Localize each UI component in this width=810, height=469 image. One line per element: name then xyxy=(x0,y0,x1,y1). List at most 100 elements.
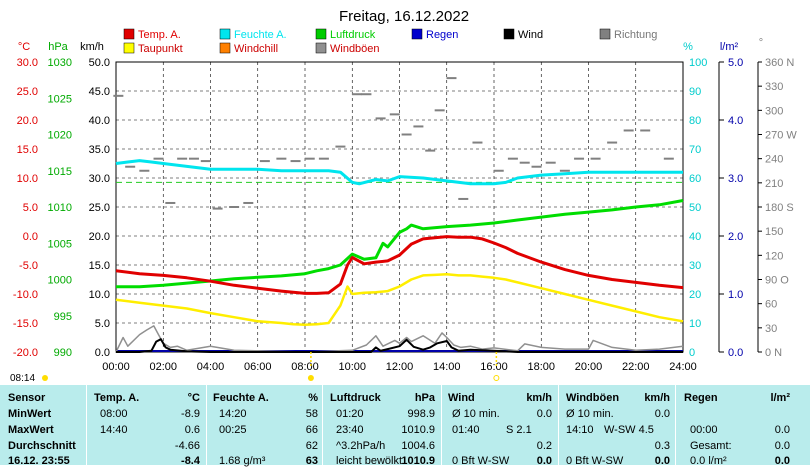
temp-tick-label: -10.0 xyxy=(13,289,38,301)
gust-value: 0.0 xyxy=(654,408,670,420)
press-time: ^3.2hPa/h xyxy=(336,440,386,452)
pressure-tick-label: 990 xyxy=(54,347,72,359)
wind-value: 0.2 xyxy=(536,440,552,452)
pressure-tick-label: 1015 xyxy=(48,166,72,178)
legend-swatch xyxy=(219,42,231,54)
humidity-tick-label: 90 xyxy=(689,86,701,98)
gust-time: Ø 10 min. xyxy=(566,408,614,420)
direction-tick-label: 150 xyxy=(765,226,783,238)
direction-tick-label: 0 N xyxy=(765,347,782,359)
temp-tick-label: -5.0 xyxy=(19,260,38,272)
direction-tick-label: 300 xyxy=(765,105,783,117)
wind-unit: km/h xyxy=(526,392,552,404)
sunset-sun-icon xyxy=(493,375,500,381)
press-time: 01:20 xyxy=(336,408,364,420)
gust-value: 0.0 xyxy=(654,455,670,467)
wind-time: 01:40 xyxy=(452,424,480,436)
x-tick-label: 04:00 xyxy=(197,361,225,373)
table-divider xyxy=(206,385,207,465)
direction-tick-label: 30 xyxy=(765,323,777,335)
humidity-tick-label: 10 xyxy=(689,318,701,330)
press-header: Luftdruck xyxy=(330,392,381,404)
series-line-feuchte-a- xyxy=(115,159,683,186)
pressure-axis-unit: hPa xyxy=(48,41,68,53)
wind-tick-label: 40.0 xyxy=(89,115,110,127)
table-divider xyxy=(86,385,87,465)
gust-value: 0.3 xyxy=(654,440,670,452)
legend-swatch xyxy=(503,28,515,40)
wind-time: Ø 10 min. xyxy=(452,408,500,420)
humidity-tick-label: 80 xyxy=(689,115,701,127)
rain-value: 0.0 xyxy=(774,455,790,467)
wind-time: 0 Bft W-SW xyxy=(452,455,510,467)
temp-tick-label: -20.0 xyxy=(13,347,38,359)
gust-direction: W-SW 4.5 xyxy=(604,424,654,436)
press-value: 1004.6 xyxy=(401,440,435,452)
humidity-tick-label: 30 xyxy=(689,260,701,272)
pressure-tick-label: 1020 xyxy=(48,130,72,142)
wind-value: 0.0 xyxy=(536,455,552,467)
gust-header: Windböen xyxy=(566,392,620,404)
rain-tick-label: 5.0 xyxy=(728,57,743,69)
humidity-tick-label: 70 xyxy=(689,144,701,156)
wind-axis-unit: km/h xyxy=(80,41,104,53)
rain-unit: l/m² xyxy=(770,392,790,404)
gust-unit: km/h xyxy=(644,392,670,404)
rain-time: Gesamt: xyxy=(690,440,732,452)
gust-time: 0 Bft W-SW xyxy=(566,455,624,467)
table-divider xyxy=(441,385,442,465)
x-tick-label: 16:00 xyxy=(480,361,508,373)
temp-value: -8.4 xyxy=(181,455,200,467)
direction-tick-label: 60 xyxy=(765,299,777,311)
wind-tick-label: 45.0 xyxy=(89,86,110,98)
hum-header: Feuchte A. xyxy=(213,392,269,404)
rain-header: Regen xyxy=(684,392,718,404)
sunrise-sun-icon xyxy=(307,375,314,381)
temp-time: 14:40 xyxy=(100,424,128,436)
series-line-taupunkt xyxy=(115,273,684,326)
legend-swatch xyxy=(315,42,327,54)
rain-value: 0.0 xyxy=(774,424,790,436)
x-tick-label: 18:00 xyxy=(527,361,555,373)
grid xyxy=(115,61,684,353)
press-value: 1010.9 xyxy=(401,424,435,436)
rain-tick-label: 2.0 xyxy=(728,231,743,243)
x-tick-label: 12:00 xyxy=(386,361,414,373)
humidity-axis-unit: % xyxy=(683,41,693,53)
wind-tick-label: 50.0 xyxy=(89,57,110,69)
legend-swatch xyxy=(315,28,327,40)
sensor-row-label: 16.12. 23:55 xyxy=(8,455,70,467)
humidity-tick-label: 100 xyxy=(689,57,707,69)
hum-value: 62 xyxy=(305,440,318,452)
pressure-tick-label: 1005 xyxy=(48,238,72,250)
temp-time: 08:00 xyxy=(100,408,128,420)
chart-title: Freitag, 16.12.2022 xyxy=(339,8,469,25)
temp-axis-unit: °C xyxy=(18,41,30,53)
wind-tick-label: 0.0 xyxy=(95,347,110,359)
temp-tick-label: 10.0 xyxy=(17,173,38,185)
legend-swatch xyxy=(123,28,135,40)
press-time: 23:40 xyxy=(336,424,364,436)
x-tick-label: 20:00 xyxy=(575,361,603,373)
legend-label: Feuchte A. xyxy=(234,29,287,41)
sensor-row-label: Durchschnitt xyxy=(8,440,76,452)
wind-value: 0.0 xyxy=(536,408,552,420)
legend-label: Luftdruck xyxy=(330,29,376,41)
rain-axis-unit: l/m² xyxy=(720,41,739,53)
press-value: 1010.9 xyxy=(401,455,435,467)
humidity-tick-label: 40 xyxy=(689,231,701,243)
x-tick-label: 08:00 xyxy=(291,361,319,373)
series-line-wind xyxy=(116,338,683,353)
pressure-tick-label: 995 xyxy=(54,311,72,323)
weather-chart: Freitag, 16.12.2022 Temp. A. Feuchte A. Lu… xyxy=(10,8,797,384)
table-divider xyxy=(558,385,559,465)
pressure-tick-label: 1000 xyxy=(48,275,72,287)
press-time: leicht bewölkt xyxy=(336,455,403,467)
temp-tick-label: 15.0 xyxy=(17,144,38,156)
humidity-tick-label: 60 xyxy=(689,173,701,185)
direction-tick-label: 360 N xyxy=(765,57,794,69)
legend-label: Windböen xyxy=(330,43,380,55)
legend-label: Taupunkt xyxy=(138,43,183,55)
hum-value: 63 xyxy=(305,455,318,467)
direction-tick-label: 120 xyxy=(765,250,783,262)
